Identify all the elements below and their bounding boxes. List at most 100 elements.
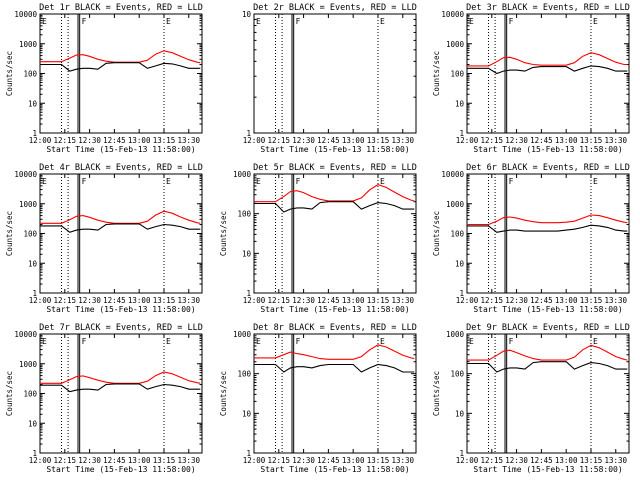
series-events-line [40, 383, 201, 393]
series-lld-line [467, 52, 628, 67]
x-tick-label: 13:00 [128, 136, 151, 145]
y-axis-label: Counts/sec [5, 371, 14, 416]
event-marker: F [509, 177, 514, 186]
panel-title: Det 4r BLACK = Events, RED = LLD [39, 163, 203, 173]
corner-marker: E [256, 177, 261, 186]
event-marker: E [166, 177, 171, 186]
y-tick-label: 10 [28, 259, 38, 268]
x-tick-label: 13:30 [177, 456, 200, 465]
plot-frame [253, 13, 417, 134]
series-lld-line [254, 183, 415, 203]
y-tick-label: 1 [459, 449, 464, 458]
panel-title: Det 2r BLACK = Events, RED = LLD [253, 3, 417, 13]
x-tick-label: 12:30 [78, 136, 101, 145]
y-tick-label: 100 [450, 230, 464, 239]
event-marker: F [296, 177, 301, 186]
y-tick-label: 1000 [446, 200, 465, 209]
y-tick-label: 100 [450, 70, 464, 79]
x-tick-label: 12:30 [292, 136, 315, 145]
x-tick-label: 12:15 [54, 456, 77, 465]
y-tick-label: 1 [459, 289, 464, 298]
x-tick-label: 13:00 [342, 456, 365, 465]
series-lld-line [467, 344, 628, 361]
event-marker: F [82, 17, 87, 26]
x-tick-label: 13:30 [604, 136, 627, 145]
series-lld-line [40, 371, 201, 384]
plot-frame [253, 173, 417, 294]
x-tick-label: 12:30 [78, 456, 101, 465]
y-axis-label: Counts/sec [432, 371, 441, 416]
x-tick-label: 12:00 [243, 136, 266, 145]
series-events-line [40, 223, 201, 233]
plot-frame [253, 333, 417, 454]
y-tick-label: 10000 [14, 170, 37, 179]
x-tick-label: 13:00 [555, 456, 578, 465]
panel-title: Det 6r BLACK = Events, RED = LLD [466, 163, 630, 173]
y-tick-label: 10000 [441, 10, 464, 19]
y-tick-label: 1000 [19, 360, 38, 369]
y-tick-label: 1000 [446, 330, 465, 339]
corner-marker: E [469, 337, 474, 346]
series-events-line [40, 62, 201, 72]
x-axis-label: Start Time (15-Feb-13 11:58:00) [260, 145, 409, 154]
x-tick-label: 12:15 [481, 296, 504, 305]
x-tick-label: 12:45 [103, 296, 126, 305]
event-marker: E [380, 17, 385, 26]
y-tick-label: 1 [246, 129, 251, 138]
x-tick-label: 12:45 [103, 136, 126, 145]
panel-title: Det 5r BLACK = Events, RED = LLD [253, 163, 417, 173]
x-tick-label: 13:15 [153, 456, 176, 465]
x-tick-label: 13:00 [342, 136, 365, 145]
x-tick-label: 13:15 [580, 296, 603, 305]
y-axis-label: Counts/sec [5, 211, 14, 256]
x-tick-label: 12:45 [530, 456, 553, 465]
corner-marker: E [42, 17, 47, 26]
y-tick-label: 1000 [446, 40, 465, 49]
panel-title: Det 1r BLACK = Events, RED = LLD [39, 3, 203, 13]
x-tick-label: 13:30 [177, 136, 200, 145]
y-tick-label: 10000 [441, 170, 464, 179]
y-tick-label: 10 [242, 409, 252, 418]
event-marker: E [593, 337, 598, 346]
event-marker: E [593, 17, 598, 26]
event-marker: F [509, 337, 514, 346]
y-tick-label: 100 [23, 390, 37, 399]
corner-marker: E [256, 17, 261, 26]
x-tick-label: 12:45 [530, 296, 553, 305]
y-tick-label: 1 [32, 129, 37, 138]
y-tick-label: 1 [459, 129, 464, 138]
x-tick-label: 13:00 [555, 136, 578, 145]
x-tick-label: 12:30 [78, 296, 101, 305]
y-axis-label: Counts/sec [5, 51, 14, 96]
x-tick-label: 12:15 [481, 456, 504, 465]
plot-frame [466, 173, 630, 294]
y-tick-label: 1000 [19, 40, 38, 49]
event-marker: F [82, 177, 87, 186]
y-tick-label: 10 [242, 10, 252, 19]
x-tick-label: 12:00 [456, 296, 479, 305]
series-events-line [467, 224, 628, 233]
x-tick-label: 12:15 [481, 136, 504, 145]
y-tick-label: 100 [237, 370, 251, 379]
x-tick-label: 13:00 [128, 296, 151, 305]
x-axis-label: Start Time (15-Feb-13 11:58:00) [473, 465, 622, 474]
y-tick-label: 100 [23, 70, 37, 79]
y-tick-label: 100 [237, 210, 251, 219]
x-tick-label: 12:30 [505, 136, 528, 145]
y-tick-label: 1000 [233, 170, 252, 179]
y-tick-label: 1 [246, 449, 251, 458]
x-tick-label: 12:15 [268, 136, 291, 145]
x-tick-label: 12:15 [268, 296, 291, 305]
event-marker: E [380, 337, 385, 346]
x-tick-label: 13:15 [153, 296, 176, 305]
x-tick-label: 12:15 [54, 296, 77, 305]
x-tick-label: 13:00 [128, 456, 151, 465]
x-tick-label: 12:30 [505, 296, 528, 305]
